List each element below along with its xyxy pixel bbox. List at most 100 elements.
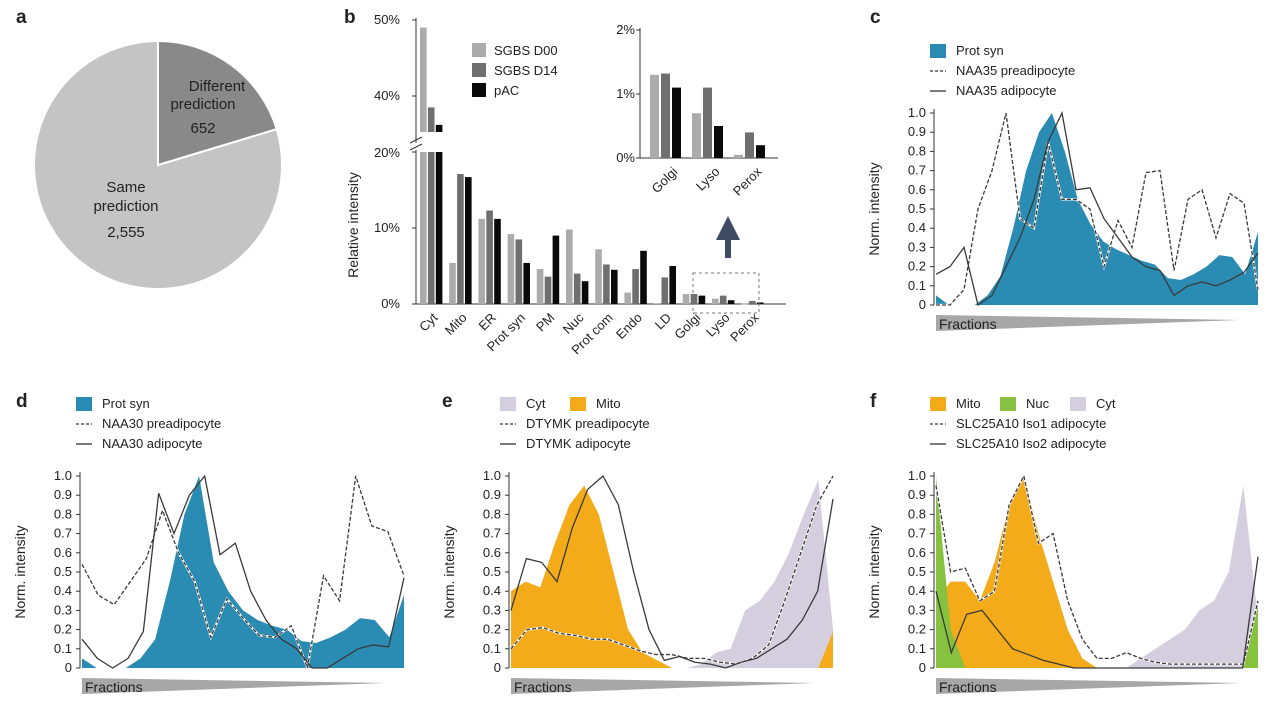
bar-Lyso-SGBS D00 bbox=[712, 298, 719, 304]
pie-slice-different-prediction bbox=[157, 39, 278, 167]
panel-f-ytick-10: 1.0 bbox=[908, 468, 926, 483]
panel-f-legend-label-2: Cyt bbox=[1096, 396, 1116, 411]
panel-f-ytick-5: 0.5 bbox=[908, 564, 926, 579]
panel-d-legend-swatch-0 bbox=[76, 397, 92, 411]
bar-Endo-SGBS D14 bbox=[632, 269, 639, 304]
bar-legend-label-0: SGBS D00 bbox=[494, 43, 558, 58]
inset-xlabel-1: Lyso bbox=[693, 164, 723, 194]
panel-e-xlabel: Fractions bbox=[514, 679, 572, 695]
pie-value-same: 2,555 bbox=[107, 224, 145, 241]
panel-d-area-0 bbox=[82, 476, 404, 668]
pie-chart: Different prediction 652 Same prediction… bbox=[33, 39, 283, 290]
panel-d-line-0 bbox=[81, 475, 405, 671]
panel-e-legend-label-0: Cyt bbox=[526, 396, 546, 411]
bar-Nuc-pAC bbox=[581, 281, 589, 304]
bar-Cyt-SGBS D00-lower bbox=[420, 152, 427, 304]
bar-Cyt-SGBS D14-upper bbox=[427, 107, 435, 132]
bar-chart: Relative intensity 50% 40% 20% 10% 0% SG… bbox=[345, 12, 786, 357]
panel-f-ylabel: Norm. intensity bbox=[866, 525, 882, 618]
bar-Golgi-pAC bbox=[698, 295, 706, 304]
panel-c-ytick-10: 1.0 bbox=[908, 105, 926, 120]
bar-legend-label-1: SGBS D14 bbox=[494, 63, 558, 78]
panel-d-xlabel: Fractions bbox=[85, 679, 143, 695]
panel-f-legend-swatch-1 bbox=[1000, 397, 1016, 411]
panel-c-fractions-wedge bbox=[936, 315, 1240, 331]
bar-xlabel-4: PM bbox=[533, 310, 557, 334]
bar-legend-swatch-1 bbox=[472, 63, 486, 77]
inset-ytick-1: 1% bbox=[616, 86, 635, 101]
panel-c-ytick-6: 0.6 bbox=[908, 182, 926, 197]
panel-e-legend-swatch-1 bbox=[570, 397, 586, 411]
bar-Cyt-SGBS D00-upper bbox=[420, 27, 427, 133]
panel-f-legend-label-3: SLC25A10 Iso1 adipocyte bbox=[956, 416, 1106, 431]
panel-e-ytick-9: 0.9 bbox=[483, 487, 501, 502]
panel-letter-a: a bbox=[16, 7, 27, 28]
panel-d-ytick-5: 0.5 bbox=[54, 564, 72, 579]
pie-label-diff-2: prediction bbox=[170, 96, 235, 113]
panel-d-legend-label-0: Prot syn bbox=[102, 396, 150, 411]
inset-bar-Lyso-SGBS D14 bbox=[703, 87, 712, 158]
bar-Golgi-SGBS D14 bbox=[690, 293, 698, 304]
panel-c-ytick-0: 0 bbox=[919, 297, 926, 312]
panel-f-area-0 bbox=[936, 485, 1258, 668]
panel-e-legend-label-1: Mito bbox=[596, 396, 621, 411]
panel-d-ytick-9: 0.9 bbox=[54, 487, 72, 502]
panel-letter-e: e bbox=[442, 391, 453, 412]
panel-c-ytick-3: 0.3 bbox=[908, 239, 926, 254]
bar-legend-swatch-2 bbox=[472, 83, 486, 97]
bar-xlabel-11: Perox bbox=[727, 310, 762, 345]
bar-Endo-pAC bbox=[640, 250, 647, 304]
bar-PM-SGBS D00 bbox=[536, 269, 544, 304]
bar-Perox-SGBS D14 bbox=[749, 300, 756, 304]
panel-letter-b: b bbox=[344, 7, 356, 28]
inset-bar-Perox-SGBS D14 bbox=[745, 132, 754, 158]
panel-f-ytick-7: 0.7 bbox=[908, 526, 926, 541]
panel-e-ytick-6: 0.6 bbox=[483, 545, 501, 560]
panel-d-ytick-2: 0.2 bbox=[54, 622, 72, 637]
bar-ylabel: Relative intensity bbox=[345, 172, 361, 278]
bar-Lyso-SGBS D14 bbox=[719, 295, 727, 304]
bar-Perox-pAC bbox=[757, 302, 764, 304]
bar-ytick-50: 50% bbox=[374, 12, 400, 27]
panel-e-ytick-5: 0.5 bbox=[483, 564, 501, 579]
panel-c-legend-swatch-0 bbox=[930, 44, 946, 58]
panel-e-ytick-3: 0.3 bbox=[483, 602, 501, 617]
panel-c-line-1 bbox=[935, 110, 1259, 307]
panel-f-ytick-1: 0.1 bbox=[908, 641, 926, 656]
profile-chart-d: Prot syn NAA30 preadipocyte NAA30 adipocyt… bbox=[12, 396, 406, 695]
panel-letter-f: f bbox=[870, 391, 877, 412]
bar-ER-SGBS D00 bbox=[478, 218, 485, 304]
inset-bar-Golgi-SGBS D00 bbox=[650, 74, 659, 158]
panel-c-legend-label-2: NAA35 adipocyte bbox=[956, 83, 1056, 98]
panel-e-line-1 bbox=[510, 474, 834, 669]
panel-d-legend-label-2: NAA30 adipocyte bbox=[102, 436, 202, 451]
inset-bar-Perox-SGBS D00 bbox=[734, 154, 743, 158]
panel-e-legend-label-3: DTYMK adipocyte bbox=[526, 436, 631, 451]
bar-xlabel-0: Cyt bbox=[416, 310, 441, 335]
inset-highlight-box bbox=[692, 272, 760, 314]
panel-c-line-0 bbox=[936, 112, 1259, 306]
panel-e-ylabel: Norm. intensity bbox=[441, 525, 457, 618]
panel-e-ytick-8: 0.8 bbox=[483, 506, 501, 521]
bar-xlabel-7: Endo bbox=[613, 310, 645, 342]
panel-f-ytick-0: 0 bbox=[919, 660, 926, 675]
panel-e-ytick-2: 0.2 bbox=[483, 622, 501, 637]
inset-ytick-2: 2% bbox=[616, 22, 635, 37]
panel-c-ytick-5: 0.5 bbox=[908, 201, 926, 216]
bar-PM-pAC bbox=[552, 235, 560, 304]
pie-label-diff-1: Different bbox=[189, 78, 246, 95]
panel-f-line-0 bbox=[935, 474, 1259, 665]
profile-chart-c: Prot syn NAA35 preadipocyte NAA35 adipocyt… bbox=[866, 43, 1260, 332]
bar-Prot com-pAC bbox=[611, 269, 618, 304]
panel-f-legend-swatch-0 bbox=[930, 397, 946, 411]
panel-d-ytick-8: 0.8 bbox=[54, 506, 72, 521]
panel-c-ytick-8: 0.8 bbox=[908, 143, 926, 158]
bar-Lyso-pAC bbox=[727, 300, 735, 304]
panel-c-ytick-4: 0.4 bbox=[908, 220, 926, 235]
panel-c-ytick-1: 0.1 bbox=[908, 278, 926, 293]
bar-Prot syn-SGBS D00 bbox=[507, 234, 515, 304]
panel-d-fractions-wedge bbox=[82, 678, 386, 694]
pie-value-diff: 652 bbox=[190, 120, 215, 137]
panel-c-ytick-9: 0.9 bbox=[908, 124, 926, 139]
panel-f-legend-swatch-2 bbox=[1070, 397, 1086, 411]
